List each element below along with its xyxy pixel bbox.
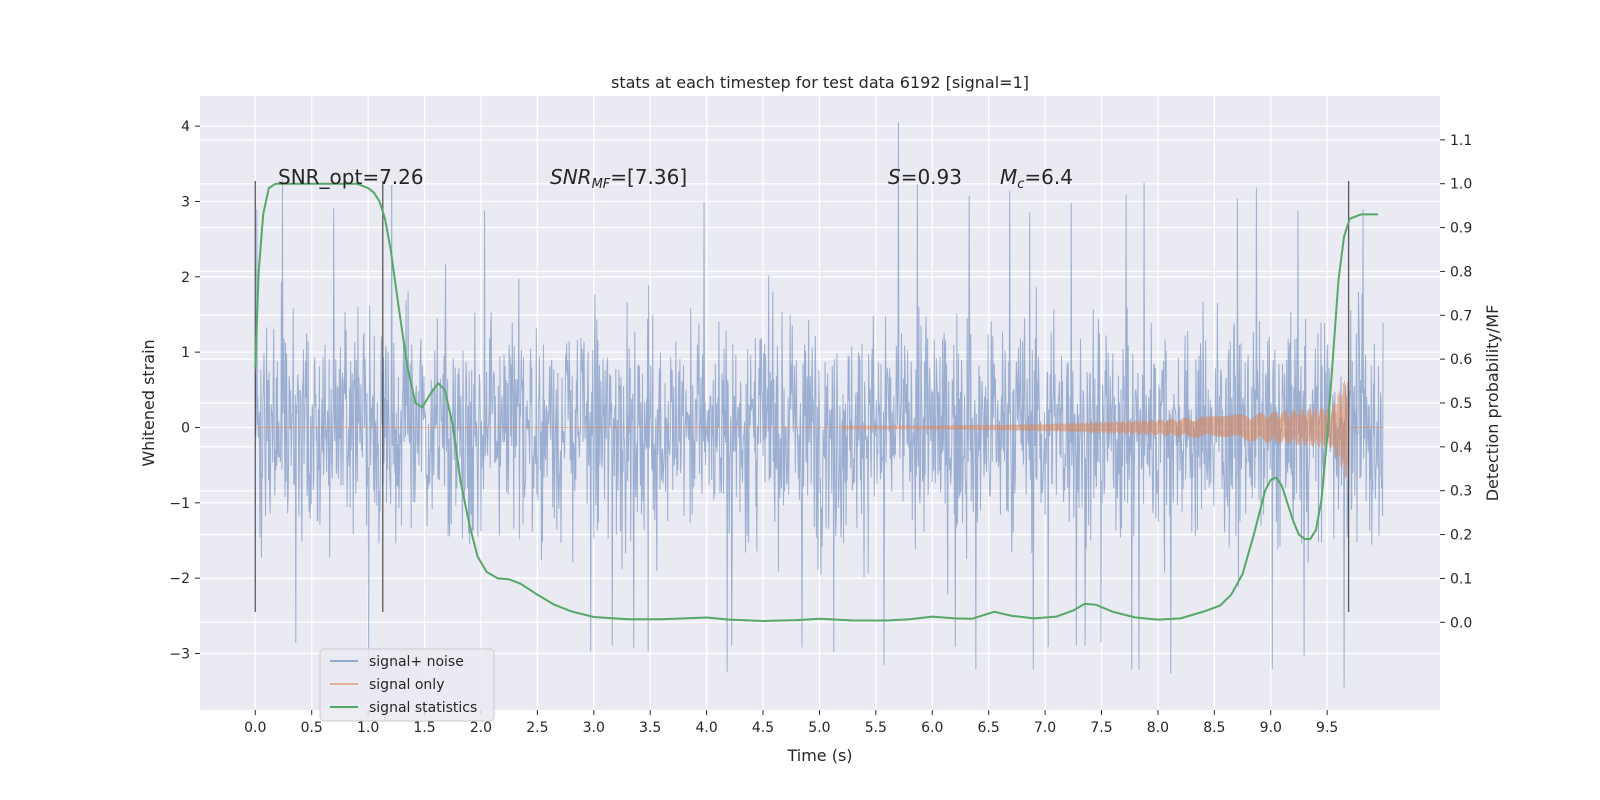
x-tick-label: 0.0	[244, 720, 266, 736]
x-tick-label: 5.0	[808, 720, 830, 736]
x-tick-label: 9.5	[1316, 720, 1338, 736]
legend-label-signal-only: signal only	[369, 677, 444, 693]
y-left-tick-label: 2	[181, 270, 190, 286]
s-annotation: S=0.93	[888, 165, 962, 189]
y-right-tick-label: 0.7	[1450, 308, 1472, 324]
x-tick-label: 5.5	[865, 720, 887, 736]
y-right-tick-label: 0.4	[1450, 440, 1472, 456]
y-right-tick-label: 0.6	[1450, 352, 1472, 368]
signal-noise-series	[254, 122, 1384, 688]
x-tick-label: 7.0	[1034, 720, 1056, 736]
snr-mf-annotation: SNRMF=[7.36]	[550, 165, 687, 192]
legend-box	[319, 648, 495, 722]
y-axis-label-left: Whitened strain	[139, 339, 158, 466]
y-right-tick-label: 0.9	[1450, 221, 1472, 237]
y-right-tick-label: 0.8	[1450, 264, 1472, 280]
y-right-tick-label: 0.1	[1450, 571, 1472, 587]
legend-label-signal-statistics: signal statistics	[369, 700, 477, 716]
x-tick-label: 4.5	[752, 720, 774, 736]
y-left-tick-label: −3	[169, 646, 190, 662]
y-right-tick-label: 1.0	[1450, 177, 1472, 193]
axis-ticks: 0.0 0.5 1.0 1.5 2.0 2.5 3.0 3.5 4.0 4.5 5.0 5.5 6.0 6…	[169, 119, 1472, 736]
x-tick-label: 3.0	[583, 720, 605, 736]
mc-annotation: Mc=6.4	[1000, 165, 1073, 192]
legend-label-signal-noise: signal+ noise	[369, 654, 464, 670]
signal-statistics-series	[254, 182, 1378, 622]
x-tick-label: 3.5	[639, 720, 661, 736]
y-left-tick-label: −2	[169, 571, 190, 587]
x-tick-label: 6.5	[978, 720, 1000, 736]
x-axis-label: Time (s)	[786, 746, 852, 765]
chart-title: stats at each timestep for test data 619…	[611, 73, 1029, 92]
y-left-tick-label: 3	[181, 194, 190, 210]
x-tick-label: 8.0	[1147, 720, 1169, 736]
y-left-tick-label: −1	[169, 496, 190, 512]
x-tick-label: 9.0	[1260, 720, 1282, 736]
y-right-tick-label: 0.2	[1450, 528, 1472, 544]
vertical-markers	[254, 181, 1350, 612]
signal-noise-line	[254, 122, 1384, 688]
x-tick-label: 2.0	[470, 720, 492, 736]
legend: signal+ noise signal only signal statist…	[319, 648, 495, 722]
y-left-tick-label: 4	[181, 119, 190, 135]
snr-opt-annotation: SNR_opt=7.26	[278, 165, 424, 189]
x-tick-label: 2.5	[526, 720, 548, 736]
y-right-tick-label: 0.0	[1450, 615, 1472, 631]
y-left-tick-label: 1	[181, 345, 190, 361]
x-tick-label: 4.0	[695, 720, 717, 736]
x-tick-label: 8.5	[1203, 720, 1225, 736]
y-right-tick-label: 0.3	[1450, 484, 1472, 500]
y-right-tick-label: 0.5	[1450, 396, 1472, 412]
signal-only-series	[255, 380, 1384, 479]
x-tick-label: 1.0	[357, 720, 379, 736]
signal-statistics-line	[254, 182, 1378, 622]
x-tick-label: 1.5	[413, 720, 435, 736]
x-tick-label: 0.5	[301, 720, 323, 736]
x-tick-label: 7.5	[1090, 720, 1112, 736]
y-axis-label-right: Detection probability/MF	[1483, 305, 1502, 502]
y-right-tick-label: 1.1	[1450, 133, 1472, 149]
x-tick-label: 6.0	[921, 720, 943, 736]
signal-only-line	[255, 380, 1384, 479]
y-left-tick-label: 0	[181, 420, 190, 436]
